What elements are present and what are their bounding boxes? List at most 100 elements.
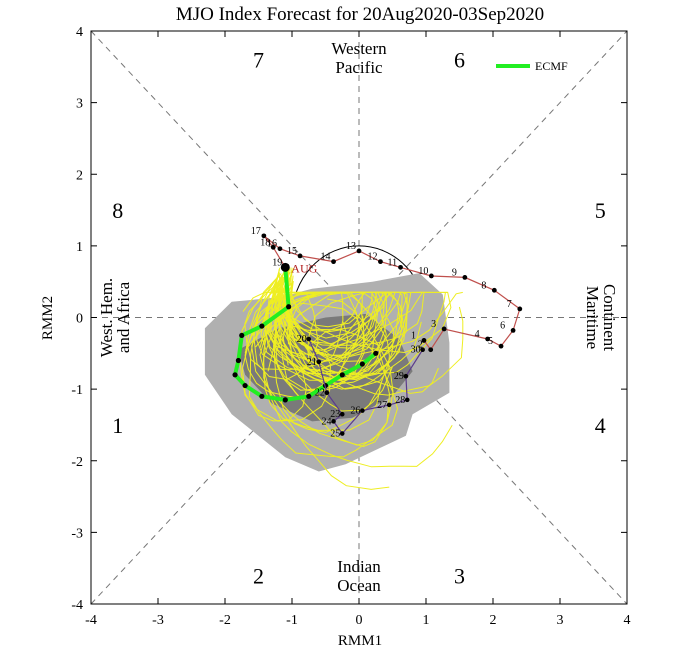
region-label-western-pacific: Pacific <box>335 58 383 77</box>
other-forecast-point <box>316 359 322 365</box>
observed-day-label: 11 <box>388 257 398 268</box>
x-tick-label: -4 <box>85 613 97 628</box>
y-tick-label: -1 <box>71 383 83 398</box>
x-tick-label: -2 <box>219 613 231 628</box>
ecmf-forecast-point <box>242 382 248 389</box>
y-tick-label: 1 <box>76 240 83 255</box>
other-forecast-day-label: 24 <box>322 416 332 427</box>
observed-point <box>498 343 504 349</box>
ensemble-member-line <box>251 282 391 448</box>
x-tick-label: 3 <box>557 613 564 628</box>
observed-day-label: 7 <box>507 299 512 310</box>
ecmf-forecast-point <box>306 393 312 399</box>
observed-point <box>421 338 427 343</box>
ecmf-forecast-point <box>235 357 241 364</box>
y-tick-label: 0 <box>76 312 83 327</box>
observed-point <box>331 259 336 265</box>
ecmf-forecast-point <box>282 397 288 403</box>
other-forecast-point <box>324 390 330 396</box>
observed-point <box>462 274 468 280</box>
y-tick-label: 2 <box>76 168 83 183</box>
phase-label: 1 <box>112 413 123 438</box>
other-forecast-day-label: 27 <box>377 400 387 411</box>
observed-point <box>277 246 283 252</box>
observed-day-label: 1 <box>411 330 416 341</box>
legend-label: ECMF <box>535 59 568 73</box>
x-axis-label: RMM1 <box>338 633 382 649</box>
region-label-west-hem-africa: West. Hem. <box>97 278 116 357</box>
observed-day-label: 18 <box>260 237 270 248</box>
ensemble-member-line <box>278 277 364 362</box>
observed-day-label: 2 <box>418 340 423 351</box>
ensemble-member-line <box>273 271 387 377</box>
other-forecast-day-label: 21 <box>307 357 317 368</box>
y-tick-label: -3 <box>71 526 83 541</box>
observed-point <box>270 244 276 250</box>
ensemble-member-line <box>264 273 379 372</box>
observed-day-label: 13 <box>346 241 356 252</box>
other-forecast-day-label: 22 <box>315 388 325 399</box>
y-tick-label: -4 <box>71 598 83 613</box>
ecmf-forecast <box>232 264 379 403</box>
ensemble-member-line <box>277 281 408 375</box>
observed-day-label: 15 <box>287 246 297 257</box>
other-forecast-point <box>386 402 392 408</box>
other-forecast-day-label: 30 <box>411 345 421 356</box>
observed-day-label: 17 <box>251 226 261 237</box>
chart-title: MJO Index Forecast for 20Aug2020-03Sep20… <box>176 4 544 25</box>
observed-point <box>280 262 290 272</box>
phase-label: 6 <box>454 48 465 73</box>
observed-point <box>510 327 516 333</box>
region-label-indian-ocean: Ocean <box>337 576 381 595</box>
observed-day-label: 8 <box>481 280 486 291</box>
phase-label: 4 <box>595 413 606 438</box>
y-axis-label: RMM2 <box>40 296 56 340</box>
x-tick-label: 4 <box>624 613 631 628</box>
x-tick-label: -1 <box>286 613 298 628</box>
ecmf-forecast-point <box>259 393 265 399</box>
observed-day-label: 3 <box>431 319 436 330</box>
other-forecast-point <box>339 431 345 436</box>
other-forecast-day-label: 26 <box>350 406 360 417</box>
other-forecast-day-label: 29 <box>394 371 404 382</box>
observed-point <box>261 233 267 239</box>
phase-label: 3 <box>454 563 465 588</box>
ensemble-member-line <box>273 271 422 390</box>
x-tick-label: -3 <box>152 613 164 628</box>
other-forecast-point <box>420 347 425 353</box>
region-label-indian-ocean: Indian <box>337 557 381 576</box>
observed-day-label: 12 <box>367 252 377 263</box>
observed-point <box>441 326 447 332</box>
observed-point <box>378 259 383 265</box>
observed-point <box>398 264 403 270</box>
diagonal-guide <box>90 30 628 605</box>
region-label-maritime-continent: Maritime <box>583 286 602 349</box>
observed-day-label: 9 <box>452 267 457 278</box>
x-tick-label: 1 <box>423 613 430 628</box>
observed-day-label: 10 <box>418 266 428 277</box>
other-forecast-point <box>306 336 312 342</box>
ensemble-member-line <box>248 276 399 458</box>
y-tick-label: 4 <box>76 25 83 40</box>
other-forecast-point <box>360 408 365 413</box>
x-tick-label: 2 <box>490 613 497 628</box>
ensemble-member-line <box>286 267 452 354</box>
ensemble-member-line <box>244 276 349 399</box>
region-label-maritime-continent: Continent <box>600 284 619 351</box>
phase-label: 8 <box>112 198 123 223</box>
ecmf-forecast-point <box>232 372 238 378</box>
observed-point <box>297 253 303 259</box>
observed-point <box>428 347 434 353</box>
observed-point <box>356 248 362 254</box>
y-tick-label: -2 <box>71 455 83 470</box>
observed-day-label: 19 <box>272 257 282 268</box>
region-label-west-hem-africa: and Africa <box>114 281 133 353</box>
observed-day-label: 4 <box>475 329 480 340</box>
observed-point <box>491 287 497 293</box>
ecmf-forecast-point <box>286 304 292 310</box>
